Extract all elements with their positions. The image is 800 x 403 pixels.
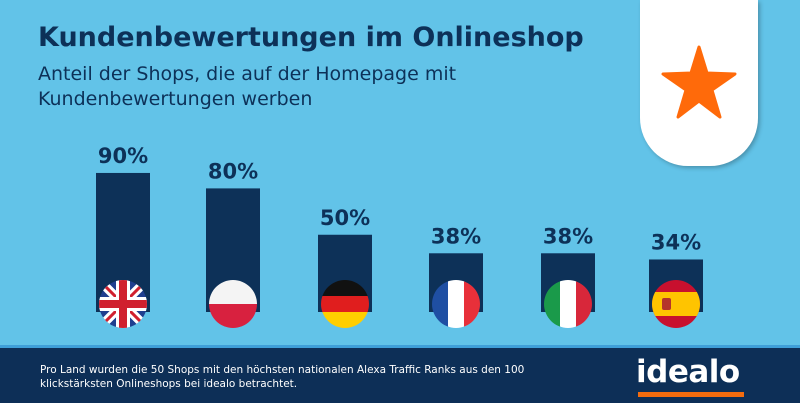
- value-label: 90%: [98, 144, 148, 168]
- flag-pl-icon: [209, 280, 257, 328]
- rating-badge: [640, 0, 758, 166]
- chart-subtitle: Anteil der Shops, die auf der Homepage m…: [38, 63, 457, 110]
- flag-es-icon: [652, 280, 700, 328]
- value-label: 34%: [651, 230, 701, 254]
- flag-de-icon: [321, 280, 369, 328]
- flag-fr-icon: [432, 280, 480, 328]
- value-label: 80%: [208, 159, 258, 183]
- footer: Pro Land wurden die 50 Shops mit den höc…: [0, 345, 800, 403]
- value-label: 38%: [431, 224, 481, 248]
- footer-note: Pro Land wurden die 50 Shops mit den höc…: [40, 364, 525, 390]
- logo-underline: [638, 392, 744, 397]
- flag-it-icon: [544, 280, 592, 328]
- value-label: 50%: [320, 206, 370, 230]
- flag-uk-icon: [99, 280, 147, 328]
- idealo-logo[interactable]: idealo: [636, 354, 740, 390]
- value-label: 38%: [543, 224, 593, 248]
- star-icon: [661, 45, 737, 119]
- chart-title: Kundenbewertungen im Onlineshop: [38, 22, 584, 53]
- bar-chart: 90% 80% 50% 38% 38% 34%: [96, 144, 703, 328]
